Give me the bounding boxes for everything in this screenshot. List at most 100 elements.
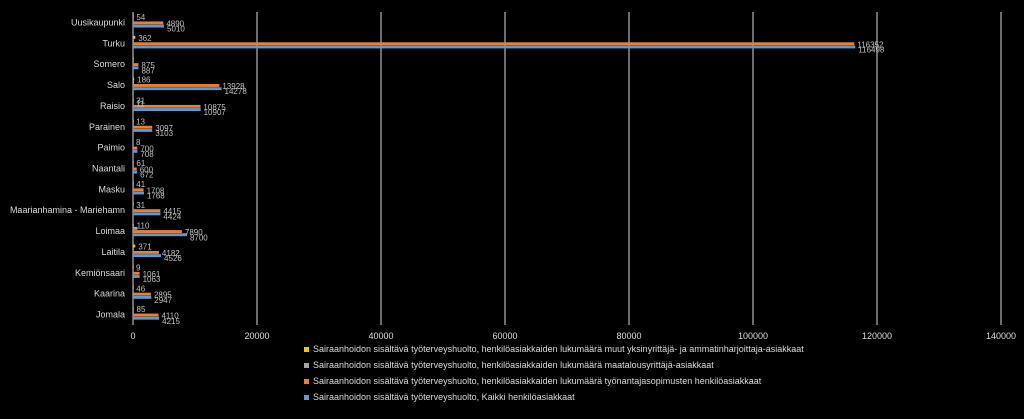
data-label: 4415 <box>163 207 181 216</box>
bar <box>133 108 201 111</box>
legend-entry: Sairaanhoidon sisältävä työterveyshuolto… <box>313 360 714 370</box>
category-label: Laitila <box>101 247 125 257</box>
legend: Sairaanhoidon sisältävä työterveyshuolto… <box>304 344 804 402</box>
bar <box>133 18 134 22</box>
data-label: 61 <box>136 159 145 168</box>
data-label: 362 <box>138 34 152 43</box>
bar <box>133 310 134 314</box>
bar <box>133 209 161 213</box>
data-label: 8700 <box>190 233 208 242</box>
bar <box>133 149 138 153</box>
bar <box>133 250 159 254</box>
bar <box>133 164 134 168</box>
bar <box>133 230 182 233</box>
category-label: Masku <box>98 184 125 194</box>
bar <box>133 265 134 269</box>
category-label: Kemiönsaari <box>75 268 125 278</box>
bar <box>133 223 134 227</box>
data-label: 85 <box>137 305 146 314</box>
bar <box>133 295 152 299</box>
category-label: Paimio <box>97 143 125 153</box>
data-label: 14278 <box>225 87 248 96</box>
bar <box>133 226 138 230</box>
bar <box>133 212 161 216</box>
data-label: 10907 <box>204 108 227 117</box>
data-label: 46 <box>136 284 145 293</box>
data-label: 1708 <box>147 186 165 195</box>
bar <box>133 292 151 296</box>
legend-entry: Sairaanhoidon sisältävä työterveyshuolto… <box>313 344 804 354</box>
data-label: 4110 <box>161 312 179 321</box>
bar <box>133 98 134 102</box>
legend-swatch <box>304 347 309 352</box>
bar <box>133 104 201 108</box>
bar <box>133 202 134 206</box>
data-label: 1061 <box>143 270 161 279</box>
bar <box>133 63 139 67</box>
data-label: 672 <box>140 171 154 180</box>
data-label: 5010 <box>167 25 185 34</box>
bar <box>133 35 136 39</box>
bar <box>133 316 160 320</box>
category-label: Salo <box>107 80 125 90</box>
data-label: 11 <box>136 100 145 109</box>
data-label: 54 <box>136 13 145 22</box>
category-label: Raisio <box>100 101 125 111</box>
gridlines <box>132 12 1002 325</box>
data-label: 1063 <box>143 275 161 284</box>
data-label: 708 <box>140 150 154 159</box>
data-label: 700 <box>140 145 154 154</box>
data-label: 4182 <box>162 249 180 258</box>
category-label: Maarianhamina - Mariehamn <box>10 205 125 215</box>
bar <box>133 119 134 123</box>
bar <box>133 188 144 192</box>
data-label: 41 <box>136 180 145 189</box>
data-label: 4526 <box>164 254 182 263</box>
category-label: Somero <box>93 59 125 69</box>
legend-entry: Sairaanhoidon sisältävä työterveyshuolto… <box>313 376 762 386</box>
bar <box>133 191 144 195</box>
bar <box>133 24 165 28</box>
data-label: 186 <box>137 76 151 85</box>
data-label: 13928 <box>222 82 245 91</box>
data-label: 116352 <box>857 40 884 49</box>
category-label: Jomala <box>96 310 125 320</box>
data-label: 4890 <box>166 19 184 28</box>
category-axis: Uusikaupunki Turku Somero Salo Raisio Paraine… <box>10 17 125 319</box>
data-label: 110 <box>137 222 150 231</box>
bar <box>133 84 220 87</box>
x-tick-label: 120000 <box>862 331 892 341</box>
bar <box>133 66 139 70</box>
category-label: Loimaa <box>95 226 125 236</box>
bar <box>133 275 140 278</box>
data-label: 31 <box>136 97 145 106</box>
bar <box>133 313 159 317</box>
value-axis: 0 20000 40000 60000 80000 100000 120000 140000 <box>130 331 1016 341</box>
data-label: 2947 <box>154 296 172 305</box>
data-label: 116498 <box>858 46 885 55</box>
data-label: 371 <box>138 243 152 252</box>
x-tick-label: 80000 <box>616 331 641 341</box>
x-tick-label: 60000 <box>492 331 517 341</box>
category-label: Naantali <box>92 164 125 174</box>
data-label: 3097 <box>155 124 173 133</box>
legend-entry: Sairaanhoidon sisältävä työterveyshuolto… <box>313 392 575 402</box>
bar <box>133 286 134 290</box>
data-label: 10875 <box>203 103 226 112</box>
data-label: 7890 <box>185 228 203 237</box>
bar <box>133 167 137 171</box>
data-label: 4215 <box>162 317 180 326</box>
bar <box>133 101 134 105</box>
category-label: Uusikaupunki <box>71 17 125 27</box>
category-label: Kaarina <box>94 289 125 299</box>
bar <box>133 45 856 49</box>
data-labels: 5448905010362116352116498875887186139281… <box>136 13 885 326</box>
bar <box>133 77 135 81</box>
bar <box>133 42 855 46</box>
x-tick-label: 100000 <box>738 331 768 341</box>
data-label: 3103 <box>155 129 173 138</box>
bar <box>133 21 164 25</box>
bar <box>133 233 187 237</box>
bar <box>133 56 134 60</box>
